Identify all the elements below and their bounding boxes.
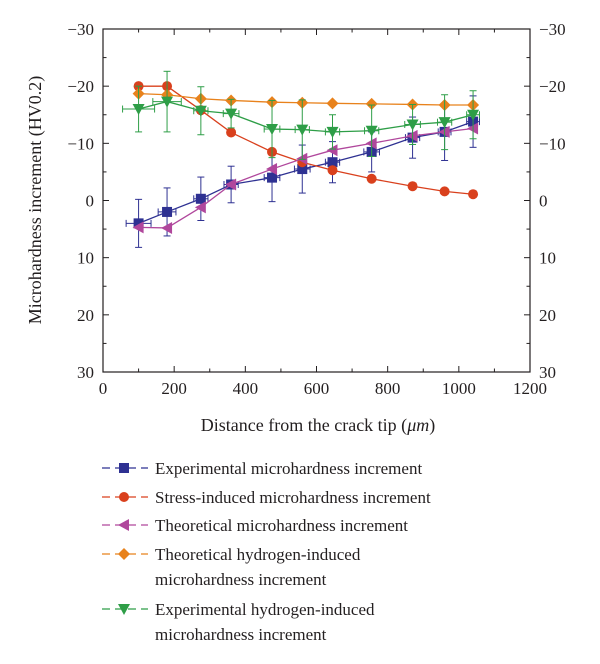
- x-tick-label: 600: [304, 379, 330, 398]
- y-tick-label-right: −10: [539, 134, 566, 153]
- legend-label: Experimental hydrogen-induced microhardne…: [155, 600, 375, 644]
- axis-ticks: [102, 28, 531, 373]
- x-tick-label: 1000: [442, 379, 476, 398]
- data-point: [195, 193, 206, 204]
- series-line: [138, 127, 474, 229]
- legend-swatch-marker: [119, 463, 129, 473]
- data-point: [226, 127, 237, 138]
- legend-swatch-marker: [119, 492, 129, 502]
- data-point: [365, 125, 378, 137]
- data-point: [161, 96, 174, 108]
- data-point: [439, 186, 450, 197]
- data-point: [296, 124, 309, 136]
- legend-swatch-marker: [118, 519, 129, 531]
- data-point: [468, 189, 479, 200]
- legend-entry-4: Theoretical hydrogen-induced microhardnes…: [102, 545, 361, 589]
- series-layer: [122, 70, 480, 248]
- data-point: [266, 163, 278, 176]
- legend-label: Theoretical microhardness increment: [155, 516, 408, 535]
- legend-entry-3: Theoretical microhardness increment: [102, 516, 408, 535]
- data-point: [161, 221, 173, 234]
- data-point: [194, 201, 206, 214]
- y-tick-label-right: −20: [539, 77, 566, 96]
- data-point: [162, 206, 173, 217]
- x-tick-label: 0: [99, 379, 108, 398]
- data-point: [132, 104, 145, 116]
- data-point: [132, 221, 144, 234]
- y-tick-label-left: −20: [67, 77, 94, 96]
- y-tick-label-right: 20: [539, 306, 556, 325]
- legend: Experimental microhardness increment Stre…: [102, 459, 431, 644]
- series-2: [133, 81, 479, 200]
- series-3: [132, 122, 479, 234]
- legend-swatch-marker: [118, 548, 130, 560]
- data-point: [267, 172, 278, 183]
- data-point: [406, 119, 419, 131]
- x-axis-label: Distance from the crack tip (μm): [201, 415, 435, 436]
- data-point: [133, 218, 144, 229]
- data-point: [266, 124, 279, 136]
- data-point: [327, 157, 338, 168]
- y-tick-label-right: −30: [539, 20, 566, 39]
- error-bars: [122, 70, 480, 160]
- y-tick-label-left: 30: [77, 363, 94, 382]
- y-tick-label-right: 10: [539, 249, 556, 268]
- legend-entry-2: Stress-induced microhardness increment: [102, 488, 431, 507]
- data-point: [407, 181, 418, 192]
- x-tick-label: 800: [375, 379, 401, 398]
- legend-swatch-marker: [118, 604, 130, 615]
- data-point: [365, 97, 378, 110]
- y-tick-label-left: 20: [77, 306, 94, 325]
- x-tick-label: 200: [161, 379, 187, 398]
- data-point: [366, 173, 377, 184]
- y-tick-label-left: −30: [67, 20, 94, 39]
- y-tick-label-left: 0: [86, 192, 95, 211]
- legend-label: Theoretical hydrogen-induced microhardnes…: [155, 545, 361, 589]
- legend-entry-5: Experimental hydrogen-induced microhardne…: [102, 600, 375, 644]
- y-tick-label-left: 10: [77, 249, 94, 268]
- y-tick-label-right: 30: [539, 363, 556, 382]
- data-point: [297, 164, 308, 175]
- tick-labels: 0 200 400 600 800 1000 1200−30 −30−20 −20−10 −100…: [67, 20, 565, 398]
- series-1: [125, 95, 480, 248]
- legend-label: Experimental microhardness increment: [155, 459, 422, 478]
- data-point: [326, 97, 339, 110]
- x-tick-label: 1200: [513, 379, 547, 398]
- y-tick-label-left: −10: [67, 134, 94, 153]
- legend-label: Stress-induced microhardness increment: [155, 488, 431, 507]
- data-point: [326, 126, 339, 138]
- data-point: [327, 165, 338, 176]
- data-point: [225, 108, 238, 120]
- y-tick-label-right: 0: [539, 192, 548, 211]
- data-point: [438, 117, 451, 129]
- y-axis-label: Microhardness increment (HV0.2): [25, 76, 46, 324]
- x-tick-label: 400: [233, 379, 259, 398]
- data-point: [194, 105, 207, 117]
- data-point: [467, 109, 480, 121]
- legend-entry-1: Experimental microhardness increment: [102, 459, 422, 478]
- data-point: [225, 178, 237, 191]
- series-5: [122, 70, 480, 160]
- data-point: [326, 144, 338, 157]
